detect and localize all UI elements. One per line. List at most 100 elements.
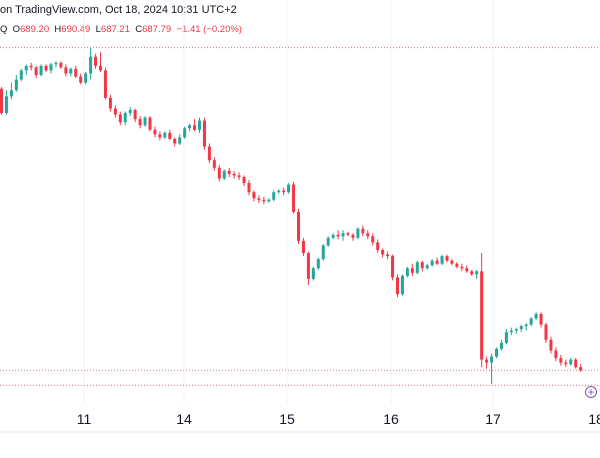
candle-body (14, 79, 18, 91)
candle-body (212, 160, 216, 168)
candle-body (193, 125, 197, 130)
candle (574, 358, 578, 369)
candle-body (475, 271, 479, 275)
candle (267, 198, 271, 203)
candle-body (321, 245, 325, 260)
candle (391, 254, 395, 281)
candle-body (386, 254, 390, 257)
candle-body (232, 173, 236, 176)
candle (232, 170, 236, 179)
x-tick-label: 16 (383, 411, 399, 427)
candle (108, 94, 112, 112)
candle-body (524, 324, 528, 327)
close-label: C (135, 24, 143, 35)
candle (113, 105, 117, 118)
candle-body (490, 356, 494, 363)
candle-body (257, 198, 261, 200)
candle-body (198, 120, 201, 130)
candle (509, 327, 513, 336)
candle (143, 116, 147, 127)
time-axis: 11 14 15 16 17 18 (77, 411, 600, 427)
candle-body (89, 56, 93, 74)
candle-body (29, 65, 33, 68)
candle (519, 324, 523, 333)
candle-body (425, 265, 429, 269)
candle-body (415, 262, 419, 273)
candle (217, 164, 221, 182)
candle (301, 237, 305, 257)
candle-body (54, 62, 58, 65)
candle-body (361, 228, 365, 234)
candle-body (559, 358, 563, 363)
candle (94, 53, 98, 69)
candle-body (316, 259, 320, 269)
candle-body (297, 211, 300, 241)
candle-body (103, 70, 107, 98)
candle-body (480, 271, 484, 360)
candle-body (371, 236, 375, 243)
candle (331, 233, 335, 240)
candle-body (569, 359, 573, 365)
candle (207, 143, 211, 164)
candle-body (346, 233, 350, 235)
candle (277, 189, 281, 194)
candle (297, 208, 300, 244)
candle-body (282, 190, 286, 193)
candle-body (287, 184, 291, 193)
candle-body (138, 119, 142, 126)
high-label: H (54, 24, 62, 35)
candle-body (331, 234, 335, 238)
candle-body (183, 128, 187, 138)
candle (534, 312, 538, 320)
candle-body (450, 260, 454, 264)
candle-body (529, 318, 533, 325)
candle (495, 347, 498, 359)
candle-body (579, 367, 583, 371)
candle-body (435, 260, 439, 264)
candle (341, 230, 345, 241)
candle (371, 233, 375, 246)
candle (420, 260, 424, 272)
candle (153, 126, 157, 138)
symbol-label: Q (0, 24, 8, 35)
candle-body (202, 120, 206, 147)
candle-body (113, 108, 117, 115)
candle-body (207, 146, 211, 161)
candle (282, 187, 286, 196)
candle (14, 75, 18, 92)
candle (400, 274, 404, 296)
candle-body (311, 268, 315, 279)
candle (272, 190, 276, 202)
candle-body (79, 76, 83, 83)
candle (237, 172, 241, 180)
candle-body (69, 68, 73, 74)
candle-body (301, 240, 305, 254)
candle-body (118, 114, 122, 123)
candle-body (59, 62, 63, 68)
add-plus-icon[interactable]: + (585, 386, 597, 398)
candle-body (396, 277, 399, 295)
candle (252, 190, 256, 202)
candle (386, 251, 390, 260)
candle-body (509, 330, 513, 333)
candle-body (168, 132, 172, 139)
candle (316, 257, 320, 270)
candle (89, 47, 93, 80)
candle (524, 323, 528, 331)
candle-body (485, 359, 489, 363)
x-tick-label: 15 (279, 411, 295, 427)
candle (410, 263, 414, 276)
candle-body (306, 253, 310, 279)
candle-body (554, 350, 558, 359)
candle-body (143, 117, 147, 126)
candle (64, 64, 68, 77)
candle (198, 117, 201, 133)
candle (158, 131, 162, 141)
candle (336, 230, 340, 240)
candle (499, 339, 503, 351)
candle (435, 257, 439, 266)
candle (257, 195, 261, 203)
reference-lines (0, 47, 600, 386)
candle-body (381, 250, 385, 255)
